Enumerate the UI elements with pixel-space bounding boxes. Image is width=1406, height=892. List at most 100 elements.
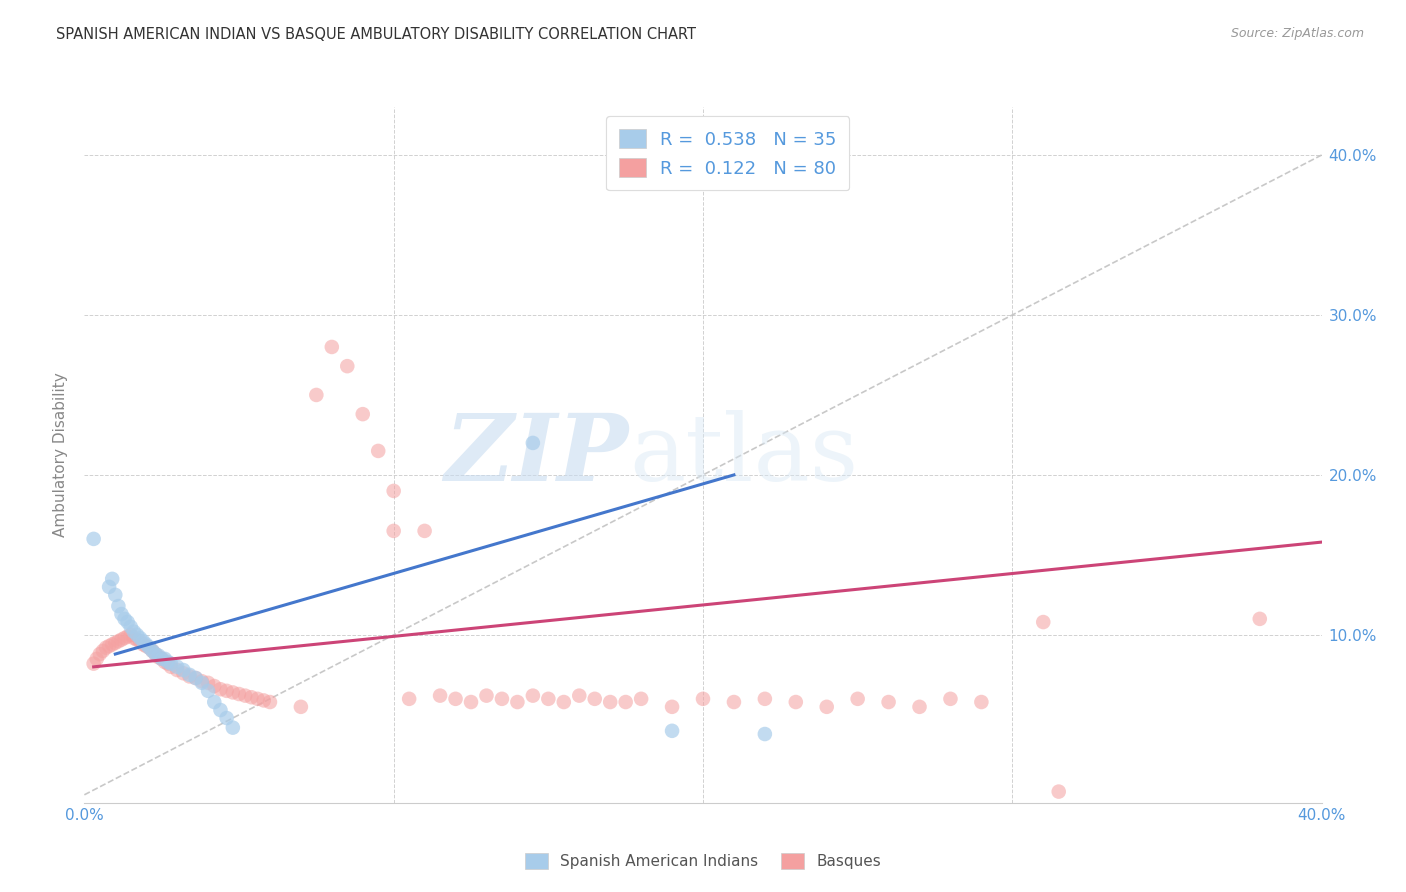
Point bbox=[970, 695, 993, 709]
Point bbox=[222, 685, 245, 699]
Point bbox=[785, 695, 807, 709]
Point bbox=[145, 647, 167, 661]
Point bbox=[475, 689, 498, 703]
Point bbox=[120, 620, 142, 634]
Point bbox=[209, 682, 232, 697]
Point bbox=[160, 657, 183, 671]
Point bbox=[101, 637, 124, 651]
Point bbox=[172, 663, 194, 677]
Point bbox=[117, 630, 139, 644]
Point bbox=[156, 657, 179, 671]
Point bbox=[429, 689, 451, 703]
Point bbox=[630, 691, 652, 706]
Point bbox=[160, 660, 183, 674]
Point bbox=[723, 695, 745, 709]
Point bbox=[141, 644, 163, 658]
Point bbox=[908, 699, 931, 714]
Point bbox=[197, 676, 219, 690]
Text: ZIP: ZIP bbox=[444, 410, 628, 500]
Point bbox=[110, 632, 132, 647]
Point bbox=[104, 588, 127, 602]
Point bbox=[367, 444, 389, 458]
Text: SPANISH AMERICAN INDIAN VS BASQUE AMBULATORY DISABILITY CORRELATION CHART: SPANISH AMERICAN INDIAN VS BASQUE AMBULA… bbox=[56, 27, 696, 42]
Point bbox=[125, 632, 148, 647]
Point bbox=[1032, 615, 1054, 629]
Point bbox=[692, 691, 714, 706]
Point bbox=[135, 639, 157, 653]
Point bbox=[1047, 784, 1070, 798]
Point bbox=[661, 699, 683, 714]
Point bbox=[215, 683, 238, 698]
Point bbox=[815, 699, 838, 714]
Point bbox=[1249, 612, 1271, 626]
Point bbox=[305, 388, 328, 402]
Point bbox=[153, 655, 176, 669]
Point bbox=[89, 647, 111, 661]
Point bbox=[553, 695, 575, 709]
Point bbox=[444, 691, 467, 706]
Point bbox=[129, 631, 152, 645]
Point bbox=[94, 640, 117, 655]
Point bbox=[122, 631, 145, 645]
Point bbox=[184, 671, 207, 685]
Point bbox=[522, 436, 544, 450]
Point bbox=[83, 532, 105, 546]
Point bbox=[101, 572, 124, 586]
Point bbox=[321, 340, 343, 354]
Point bbox=[107, 599, 129, 613]
Point bbox=[141, 644, 163, 658]
Point bbox=[129, 634, 152, 648]
Point bbox=[120, 628, 142, 642]
Point bbox=[132, 637, 155, 651]
Legend: R =  0.538   N = 35, R =  0.122   N = 80: R = 0.538 N = 35, R = 0.122 N = 80 bbox=[606, 116, 849, 190]
Point bbox=[145, 647, 167, 661]
Point bbox=[877, 695, 900, 709]
Point bbox=[537, 691, 560, 706]
Point bbox=[91, 644, 114, 658]
Point bbox=[172, 666, 194, 681]
Point bbox=[132, 634, 155, 648]
Point bbox=[599, 695, 621, 709]
Point bbox=[98, 580, 121, 594]
Point bbox=[148, 650, 170, 665]
Point bbox=[166, 663, 188, 677]
Point bbox=[939, 691, 962, 706]
Point bbox=[184, 671, 207, 685]
Point bbox=[215, 711, 238, 725]
Y-axis label: Ambulatory Disability: Ambulatory Disability bbox=[53, 373, 69, 537]
Point bbox=[253, 693, 276, 707]
Point bbox=[568, 689, 591, 703]
Point bbox=[352, 407, 374, 421]
Point bbox=[614, 695, 637, 709]
Point bbox=[122, 624, 145, 639]
Point bbox=[138, 640, 160, 655]
Point bbox=[135, 637, 157, 651]
Point bbox=[661, 723, 683, 738]
Point bbox=[191, 676, 214, 690]
Point bbox=[754, 727, 776, 741]
Point bbox=[202, 695, 225, 709]
Point bbox=[114, 612, 136, 626]
Text: atlas: atlas bbox=[628, 410, 858, 500]
Point bbox=[228, 687, 250, 701]
Point bbox=[413, 524, 436, 538]
Point bbox=[138, 640, 160, 655]
Point bbox=[240, 690, 263, 705]
Point bbox=[209, 703, 232, 717]
Point bbox=[107, 634, 129, 648]
Legend: Spanish American Indians, Basques: Spanish American Indians, Basques bbox=[519, 847, 887, 875]
Point bbox=[179, 668, 201, 682]
Point bbox=[222, 721, 245, 735]
Point bbox=[754, 691, 776, 706]
Point bbox=[246, 691, 269, 706]
Point bbox=[86, 652, 108, 666]
Point bbox=[336, 359, 359, 373]
Point bbox=[191, 674, 214, 689]
Point bbox=[104, 636, 127, 650]
Point bbox=[125, 628, 148, 642]
Point bbox=[83, 657, 105, 671]
Point bbox=[290, 699, 312, 714]
Point bbox=[202, 679, 225, 693]
Point bbox=[846, 691, 869, 706]
Point bbox=[110, 607, 132, 621]
